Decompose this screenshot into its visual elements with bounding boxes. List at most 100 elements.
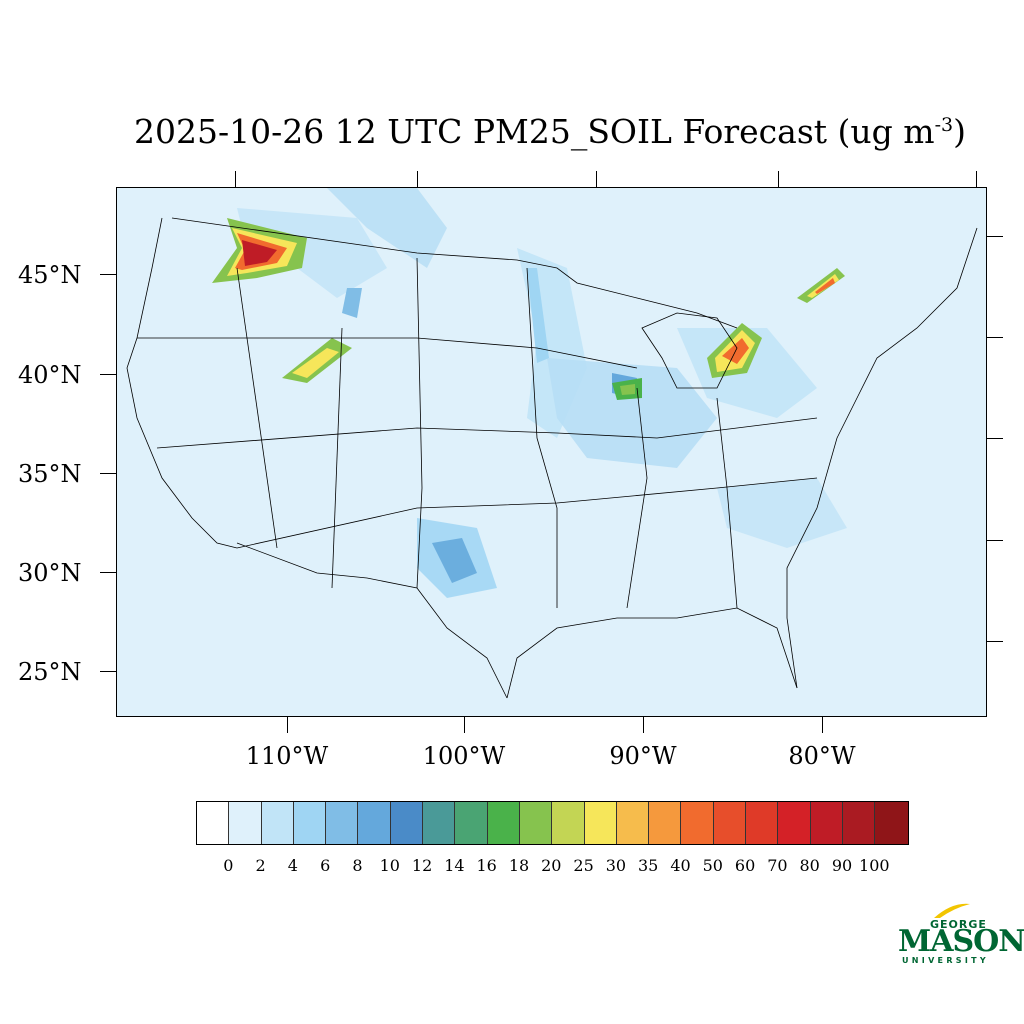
tick-right-1: [987, 236, 1003, 237]
colorbar-label: 90: [831, 856, 853, 875]
colorbar-swatch: [713, 802, 747, 844]
hotspot-illinois: [612, 378, 642, 400]
colorbar-label: 2: [255, 856, 266, 875]
colorbar-label: 10: [379, 856, 400, 875]
colorbar-label: 18: [508, 856, 530, 875]
lat-label-30: 30°N: [18, 559, 82, 587]
colorbar-swatch: [552, 802, 585, 844]
forecast-map: [116, 187, 987, 717]
tick-right-2: [987, 337, 1003, 338]
state-lines-h1: [137, 337, 638, 369]
lon-label-100w: 100°W: [422, 742, 506, 770]
colorbar-label: 40: [670, 856, 691, 875]
tick-right-4: [987, 540, 1003, 541]
colorbar-label: 50: [702, 856, 723, 875]
boundaries: [126, 217, 978, 699]
colorbar-label: 12: [411, 856, 433, 875]
hotspot-idaho-north: [212, 218, 307, 283]
colorbar-swatch: [197, 802, 230, 844]
tick-left-3: [100, 473, 116, 474]
tick-top-3: [596, 171, 597, 187]
concentration-fields: [212, 188, 847, 598]
colorbar-swatch: [423, 802, 456, 844]
map-title: 2025-10-26 12 UTC PM25_SOIL Forecast (ug…: [0, 112, 1024, 151]
colorbar-label: 30: [605, 856, 627, 875]
colorbar-label: 70: [767, 856, 788, 875]
gulf-coast: [506, 607, 798, 699]
colorbar: [196, 801, 909, 845]
colorbar-swatch: [649, 802, 682, 844]
logo-university: UNIVERSITY: [902, 956, 989, 965]
colorbar-swatch: [746, 802, 779, 844]
colorbar-swatch: [842, 802, 876, 844]
logo-swoosh-icon: [934, 903, 970, 918]
title-text: 2025-10-26 12 UTC PM25_SOIL Forecast (ug…: [134, 112, 935, 151]
lon-label-80w: 80°W: [788, 742, 856, 770]
colorbar-swatch: [778, 802, 811, 844]
lat-label-25: 25°N: [18, 658, 82, 686]
colorbar-label: 14: [444, 856, 465, 875]
lat-label-40: 40°N: [18, 361, 82, 389]
plume-southeast: [717, 478, 847, 548]
logo-mason: MASON: [898, 924, 1024, 959]
state-lines-v2: [331, 327, 343, 589]
colorbar-swatch: [358, 802, 391, 844]
hotspot-new-york: [797, 268, 845, 303]
hotspot-wyoming: [282, 338, 352, 383]
colorbar-label: 35: [638, 856, 659, 875]
colorbar-label: 60: [734, 856, 756, 875]
state-lines-v1: [236, 267, 278, 549]
tick-right-3: [987, 438, 1003, 439]
colorbar-swatch: [519, 802, 553, 844]
colorbar-label: 4: [287, 856, 298, 875]
colorbar-swatch: [584, 802, 617, 844]
lat-label-35: 35°N: [18, 460, 82, 488]
tick-left-1: [100, 274, 116, 275]
plume-midwest: [547, 358, 717, 468]
tick-bottom-2: [464, 717, 465, 733]
east-coast: [786, 227, 978, 689]
colorbar-swatch: [681, 802, 714, 844]
plume-northern-rockies: [327, 188, 447, 268]
colorbar-swatch: [487, 802, 520, 844]
tick-bottom-4: [822, 717, 823, 733]
colorbar-swatch: [875, 802, 908, 844]
colorbar-swatch: [616, 802, 650, 844]
lon-label-110w: 110°W: [245, 742, 329, 770]
state-lines-v6: [716, 397, 738, 609]
title-closing: ): [953, 112, 966, 151]
colorbar-label: 100: [859, 856, 890, 875]
core-texas: [432, 538, 477, 583]
colorbar-swatch: [229, 802, 262, 844]
state-lines-v3: [416, 257, 423, 589]
colorbar-swatch: [293, 802, 327, 844]
colorbar-label: 8: [352, 856, 363, 875]
tick-bottom-1: [287, 717, 288, 733]
lat-label-45: 45°N: [18, 261, 82, 289]
title-superscript: -3: [934, 114, 954, 136]
colorbar-label: 20: [541, 856, 562, 875]
colorbar-swatch: [390, 802, 424, 844]
colorbar-swatch: [326, 802, 359, 844]
map-svg: [126, 188, 978, 699]
coastline-west: [126, 217, 238, 549]
core-plains-strip: [527, 268, 549, 363]
us-canada-border: [171, 217, 738, 329]
tick-top-2: [417, 171, 418, 187]
logo-george: GEORGE: [930, 918, 987, 931]
tick-top-4: [778, 171, 779, 187]
colorbar-label: 6: [320, 856, 331, 875]
tick-top-5: [976, 171, 977, 187]
colorbar-swatch: [261, 802, 294, 844]
tick-bottom-3: [643, 717, 644, 733]
state-lines-v4: [526, 267, 558, 608]
colorbar-label: 0: [223, 856, 234, 875]
colorbar-label: 80: [799, 856, 820, 875]
lon-label-90w: 90°W: [609, 742, 677, 770]
state-lines-v5: [626, 387, 648, 609]
tick-top-1: [235, 171, 236, 187]
tick-right-5: [987, 641, 1003, 642]
colorbar-label: 16: [476, 856, 497, 875]
tick-left-5: [100, 671, 116, 672]
state-lines-h2: [156, 417, 818, 449]
